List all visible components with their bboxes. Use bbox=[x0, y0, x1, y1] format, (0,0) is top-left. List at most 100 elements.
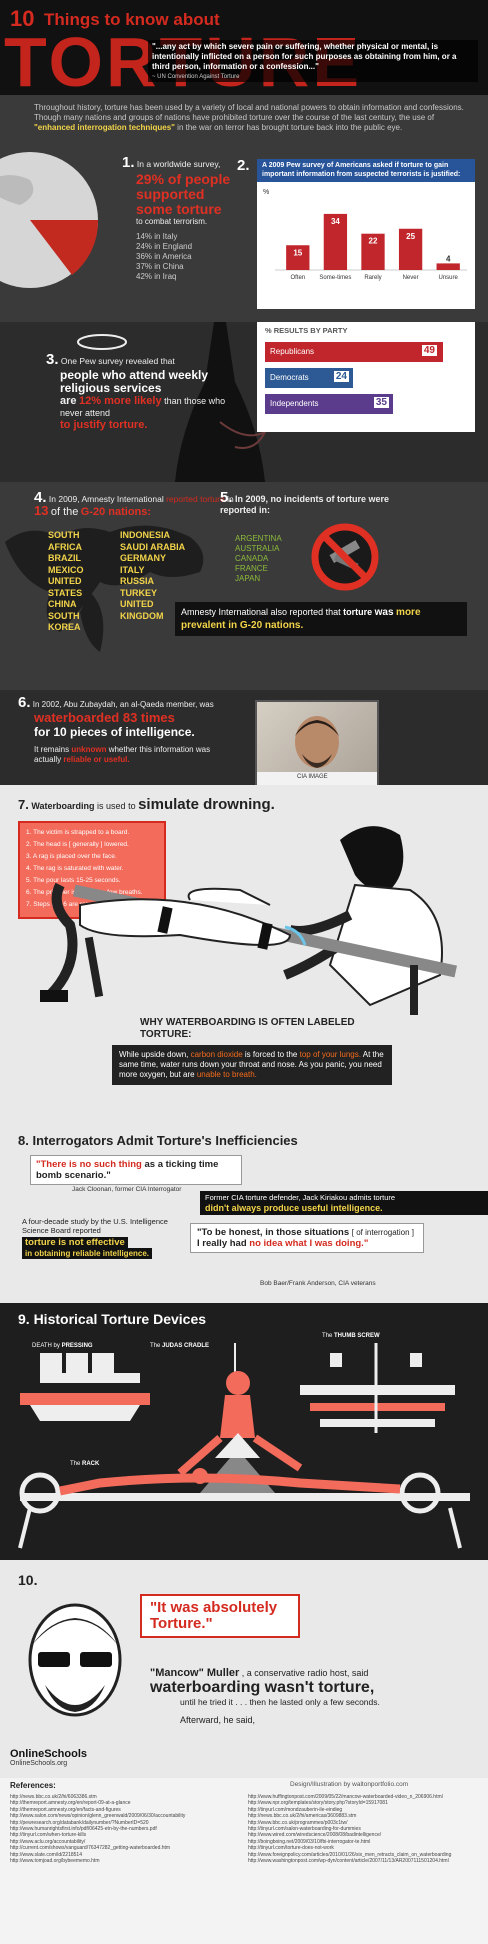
section-fact6: 6. In 2002, Abu Zubaydah, an al-Qaeda me… bbox=[0, 690, 488, 785]
mancow-after: Afterward, he said, bbox=[180, 1715, 256, 1725]
intro-p2: in the war on terror has brought torture… bbox=[177, 123, 403, 132]
ref-link[interactable]: http://www.wired.com/wiredscience/2008/0… bbox=[248, 1832, 382, 1839]
q2a: "To be honest, in those situations bbox=[197, 1227, 350, 1238]
section-fact3: 3. One Pew survey revealed that people w… bbox=[0, 322, 488, 482]
section-fact9: 9. Historical Torture Devices DEATH by P… bbox=[0, 1303, 488, 1560]
fact2-box: A 2009 Pew survey of Americans asked if … bbox=[257, 159, 475, 309]
fact1-line: 14% in Italy bbox=[136, 232, 178, 241]
zubaydah-photo: CIA IMAGE bbox=[255, 700, 379, 785]
fact1-lead: In a worldwide survey, bbox=[136, 159, 221, 169]
q2-source: Bob Baer/Frank Anderson, CIA veterans bbox=[260, 1280, 376, 1287]
ref-link[interactable]: http://current.com/shows/vanguard/763472… bbox=[10, 1845, 171, 1852]
ref-link[interactable]: http://www.humanrightsfirst.info/pdf/064… bbox=[10, 1826, 157, 1833]
logo: OnlineSchools OnlineSchools.org bbox=[10, 1748, 87, 1767]
study-text: A four-decade study by the U.S. Intellig… bbox=[22, 1217, 168, 1235]
ref-link[interactable]: http://www.aclu.org/accountability/ bbox=[10, 1838, 86, 1845]
ref-link[interactable]: http://www.bbc.co.uk/programmes/p003c1tw… bbox=[248, 1819, 348, 1826]
country: KINGDOM bbox=[120, 610, 164, 621]
ref-link[interactable]: http://www.foreignpolicy.com/articles/20… bbox=[248, 1851, 452, 1858]
fact1-line: 42% in Iraq bbox=[136, 272, 177, 281]
death-b: PRESSING bbox=[61, 1343, 93, 1349]
intro-text: Throughout history, torture has been use… bbox=[34, 103, 474, 133]
fact1-line: 36% in America bbox=[136, 252, 192, 261]
ref-link[interactable]: http://www.tomjoad.org/bybeememo.htm bbox=[10, 1858, 100, 1865]
ref-link[interactable]: http://tinyurl.com/mondzauberin-ile-eind… bbox=[248, 1806, 343, 1813]
party-value: 24 bbox=[333, 371, 349, 382]
country: ITALY bbox=[120, 564, 145, 575]
chart-bar bbox=[361, 233, 385, 270]
why-box: WHY WATERBOARDING IS OFTEN LABELED TORTU… bbox=[112, 1017, 392, 1085]
rack-label: The RACK bbox=[70, 1461, 99, 1467]
fact10-num: 10. bbox=[18, 1572, 38, 1588]
expl-c: At the same time, water runs down your t… bbox=[119, 1050, 384, 1079]
country: FRANCE bbox=[235, 564, 268, 573]
country: BRAZIL bbox=[48, 553, 81, 563]
fact1-tail: to combat terrorism. bbox=[136, 217, 208, 226]
y-axis-label: % bbox=[263, 189, 269, 196]
fact3-pct: 12% more likely bbox=[79, 395, 162, 407]
fact10-text: "Mancow" Muller , a conservative radio h… bbox=[150, 1668, 480, 1727]
fact9-title: 9. Historical Torture Devices bbox=[18, 1311, 207, 1327]
chart-bar bbox=[286, 245, 310, 270]
ref-link[interactable]: http://news.bbc.co.uk/2/hi/6063386.stm bbox=[10, 1794, 97, 1800]
mancow-big: waterboarding wasn't torture, bbox=[150, 1679, 375, 1696]
expl-lungs: top of your lungs. bbox=[299, 1050, 361, 1059]
ref-link[interactable]: http://themreport.amnesty.org/en/report-… bbox=[10, 1800, 131, 1807]
ref-link[interactable]: http://news.bbc.co.uk/2/hi/americas/3609… bbox=[248, 1813, 357, 1820]
ref-link[interactable]: http://boingboing.net/2009/03/10/fbi-int… bbox=[248, 1838, 371, 1845]
country: CHINA bbox=[48, 599, 77, 609]
header-subtitle: Things to know about bbox=[44, 10, 220, 29]
ref-link[interactable]: http://www.washingtonpost.com/wp-dyn/con… bbox=[248, 1858, 449, 1865]
fact3-lead: One Pew survey revealed that bbox=[60, 356, 175, 366]
logo-url: OnlineSchools.org bbox=[10, 1760, 68, 1767]
ref-link[interactable]: http://tinyurl.com/when-torture-kills bbox=[10, 1832, 87, 1839]
party-row-democrats: Democrats 24 bbox=[265, 368, 353, 388]
fact6-unknown: unknown bbox=[71, 745, 107, 754]
death-a: DEATH by bbox=[32, 1343, 60, 1349]
ref-link[interactable]: http://www.npr.org/templates/story/story… bbox=[248, 1800, 388, 1807]
fact6-tail: for 10 pieces of intelligence. bbox=[34, 725, 195, 739]
death-label: DEATH by PRESSING bbox=[32, 1343, 93, 1349]
ref-link[interactable]: http://www.salon.com/news/opinion/glenn_… bbox=[10, 1813, 186, 1820]
fact3-mid1: are bbox=[60, 395, 77, 407]
party-value: 35 bbox=[373, 397, 389, 408]
q2b: [ of interrogation ] bbox=[351, 1228, 415, 1237]
country: AUSTRALIA bbox=[235, 544, 280, 553]
fact6-big: waterboarded 83 times bbox=[34, 710, 175, 725]
fact8-title: 8. Interrogators Admit Torture's Ineffic… bbox=[18, 1133, 298, 1148]
q1b: as a ticking time bomb scenario." bbox=[36, 1159, 219, 1181]
fact4-col2: INDONESIA SAUDI ARABIA GERMANY ITALY RUS… bbox=[120, 530, 185, 622]
fact2-num: 2. bbox=[237, 157, 250, 174]
section-references: References: Design/Illustration by walto… bbox=[0, 1778, 488, 1944]
ref-link[interactable]: http://tinyurl.com/salon-waterboarding-f… bbox=[248, 1826, 361, 1833]
intro-highlight: "enhanced interrogation techniques" bbox=[34, 123, 175, 132]
fact1-big: 29% of people supported some torture bbox=[136, 171, 231, 217]
fact6-num: 6. bbox=[18, 694, 31, 711]
expl-co2: carbon dioxide bbox=[190, 1050, 243, 1059]
ref-link[interactable]: http://themreport.amnesty.org/en/facts-a… bbox=[10, 1806, 121, 1813]
party-results: % RESULTS BY PARTY Republicans 49 Democr… bbox=[257, 322, 475, 432]
judas-b: JUDAS CRADLE bbox=[162, 1343, 210, 1349]
section-fact4-5: 4. In 2009, Amnesty International report… bbox=[0, 482, 488, 690]
fact1: 1. In a worldwide survey, 29% of people … bbox=[122, 155, 242, 282]
chart-category-label: Often bbox=[290, 275, 305, 281]
ref-link[interactable]: http://tinyurl.com/torture-does-not-work bbox=[248, 1845, 334, 1852]
step: 1. The victim is strapped to a board. bbox=[26, 829, 130, 836]
fact6-reliable: reliable or useful. bbox=[63, 755, 130, 764]
expl-b: is forced to the bbox=[244, 1050, 298, 1059]
ref-link[interactable]: http://pewresearch.org/databank/dailynum… bbox=[10, 1819, 149, 1826]
party-name: Democrats bbox=[270, 373, 309, 382]
party-title: % RESULTS BY PARTY bbox=[265, 326, 348, 335]
fact6-p2a: It remains bbox=[34, 745, 70, 754]
fact1-line: 37% in China bbox=[136, 262, 184, 271]
ref-link[interactable]: http://www.huffingtonpost.com/2009/05/22… bbox=[248, 1794, 443, 1800]
party-row-independents: Independents 35 bbox=[265, 394, 393, 414]
fact7-mid: is used to bbox=[97, 801, 136, 811]
country: UNITED bbox=[120, 599, 154, 609]
chart-bar bbox=[323, 213, 348, 270]
study-b: torture is not effective bbox=[22, 1237, 128, 1248]
chart-value-label: 22 bbox=[369, 237, 378, 246]
ref-link[interactable]: http://www.slate.com/id/2218514 bbox=[10, 1851, 82, 1858]
quote1-bubble: "There is no such thing as a ticking tim… bbox=[30, 1155, 242, 1185]
header: 10 Things to know about TORTURE "...any … bbox=[0, 0, 488, 95]
